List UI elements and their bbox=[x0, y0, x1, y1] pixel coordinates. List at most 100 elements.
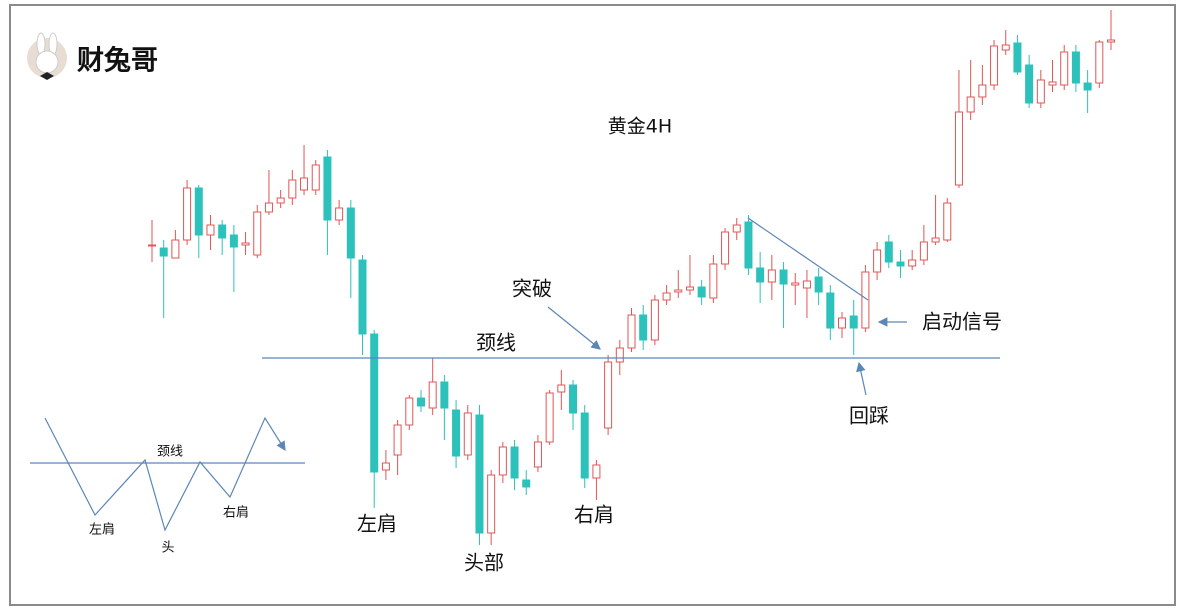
candle-body bbox=[569, 384, 578, 414]
candle-body bbox=[288, 179, 297, 199]
candle-body bbox=[522, 479, 531, 488]
candle-body bbox=[1107, 39, 1115, 43]
candle-body bbox=[767, 269, 776, 283]
candle-body bbox=[791, 282, 800, 286]
candle-body bbox=[346, 207, 355, 259]
logo-text: 财兔哥 bbox=[77, 46, 158, 77]
candle-body bbox=[335, 207, 344, 221]
candle-body bbox=[685, 286, 694, 291]
candle-body bbox=[370, 333, 379, 473]
frame bbox=[9, 4, 1176, 606]
candle-body bbox=[592, 464, 601, 479]
candle-body bbox=[229, 234, 238, 248]
candle-body bbox=[487, 474, 496, 534]
candle-body bbox=[615, 347, 624, 363]
candle-body bbox=[978, 84, 987, 98]
candle-body bbox=[1001, 44, 1010, 51]
candle-body bbox=[148, 244, 156, 247]
candle-body bbox=[440, 381, 449, 409]
candle-body bbox=[627, 314, 636, 349]
candle-body bbox=[580, 412, 589, 479]
annotation: 启动信号 bbox=[922, 310, 1002, 334]
candle-body bbox=[1048, 81, 1057, 86]
candle-body bbox=[1071, 51, 1080, 84]
candle-body bbox=[954, 111, 963, 186]
candle-body bbox=[218, 224, 227, 239]
annotation: 回踩 bbox=[849, 404, 889, 428]
candle-body bbox=[171, 239, 180, 259]
candle-body bbox=[393, 424, 402, 456]
candle-body bbox=[896, 261, 905, 267]
candle-body bbox=[919, 241, 928, 261]
candle-body bbox=[276, 197, 285, 204]
candle-body bbox=[1013, 42, 1022, 73]
candle-body bbox=[498, 446, 507, 476]
candle-body bbox=[510, 446, 519, 479]
candle-body bbox=[194, 187, 203, 236]
candle-body bbox=[1095, 41, 1104, 84]
candle-body bbox=[300, 177, 309, 191]
candle-body bbox=[452, 409, 461, 457]
candle-body bbox=[650, 299, 659, 341]
candle-body bbox=[838, 317, 847, 329]
candle-body bbox=[323, 156, 332, 221]
annotation: 颈线 bbox=[476, 331, 516, 355]
candle-body bbox=[732, 224, 741, 233]
candle-body bbox=[253, 211, 262, 256]
candle-body bbox=[604, 361, 613, 429]
candle-body bbox=[744, 221, 753, 269]
candle-body bbox=[814, 276, 823, 293]
candle-body bbox=[826, 292, 835, 329]
candle-body bbox=[990, 45, 999, 86]
pattern-diagram: 颈线 左肩 头 右肩 bbox=[30, 416, 305, 556]
candle-body bbox=[908, 259, 917, 267]
candle-body bbox=[861, 271, 870, 329]
candle-body bbox=[721, 231, 730, 265]
candle-body bbox=[802, 280, 811, 289]
diagram-label: 颈线 bbox=[157, 445, 183, 460]
candle-body bbox=[428, 381, 437, 409]
candle-body bbox=[557, 384, 566, 393]
trend-line bbox=[747, 217, 869, 301]
candle-body bbox=[639, 314, 648, 341]
candle-body bbox=[463, 412, 472, 456]
candle-body bbox=[405, 397, 414, 426]
candle-body bbox=[358, 259, 367, 335]
candle-body bbox=[756, 267, 765, 283]
candle-body bbox=[206, 224, 215, 236]
candle-body bbox=[943, 202, 952, 241]
candle-body bbox=[241, 242, 250, 246]
candle-body bbox=[709, 263, 718, 299]
candle-body bbox=[416, 397, 425, 407]
logo: 财兔哥 bbox=[27, 32, 158, 80]
annotation: 突破 bbox=[512, 277, 552, 301]
candle-body bbox=[1036, 79, 1045, 104]
diagram-label: 头 bbox=[161, 541, 174, 556]
candle-body bbox=[674, 289, 683, 293]
arrow bbox=[856, 361, 867, 396]
annotation: 左肩 bbox=[357, 512, 397, 536]
candle-body bbox=[1025, 64, 1034, 104]
candle-body bbox=[545, 392, 554, 443]
candle-body bbox=[884, 241, 893, 263]
annotation: 头部 bbox=[464, 551, 504, 575]
candle-body bbox=[697, 286, 706, 298]
candle-body bbox=[662, 292, 671, 301]
arrow bbox=[547, 306, 601, 350]
candle-body bbox=[1060, 51, 1069, 86]
candle-body bbox=[264, 202, 273, 213]
annotation: 右肩 bbox=[574, 503, 614, 527]
candle-body bbox=[873, 249, 882, 273]
candle-body bbox=[849, 315, 858, 329]
candle-body bbox=[931, 237, 940, 243]
candle-body bbox=[779, 269, 788, 285]
candle-body bbox=[311, 164, 320, 191]
diagram-label: 左肩 bbox=[89, 522, 115, 538]
chart-title: 黄金4H bbox=[608, 116, 672, 138]
candle-body bbox=[381, 462, 390, 471]
candle-body bbox=[183, 187, 192, 241]
candle-body bbox=[533, 441, 542, 468]
candle-body bbox=[966, 96, 975, 113]
candle-body bbox=[1083, 82, 1092, 91]
